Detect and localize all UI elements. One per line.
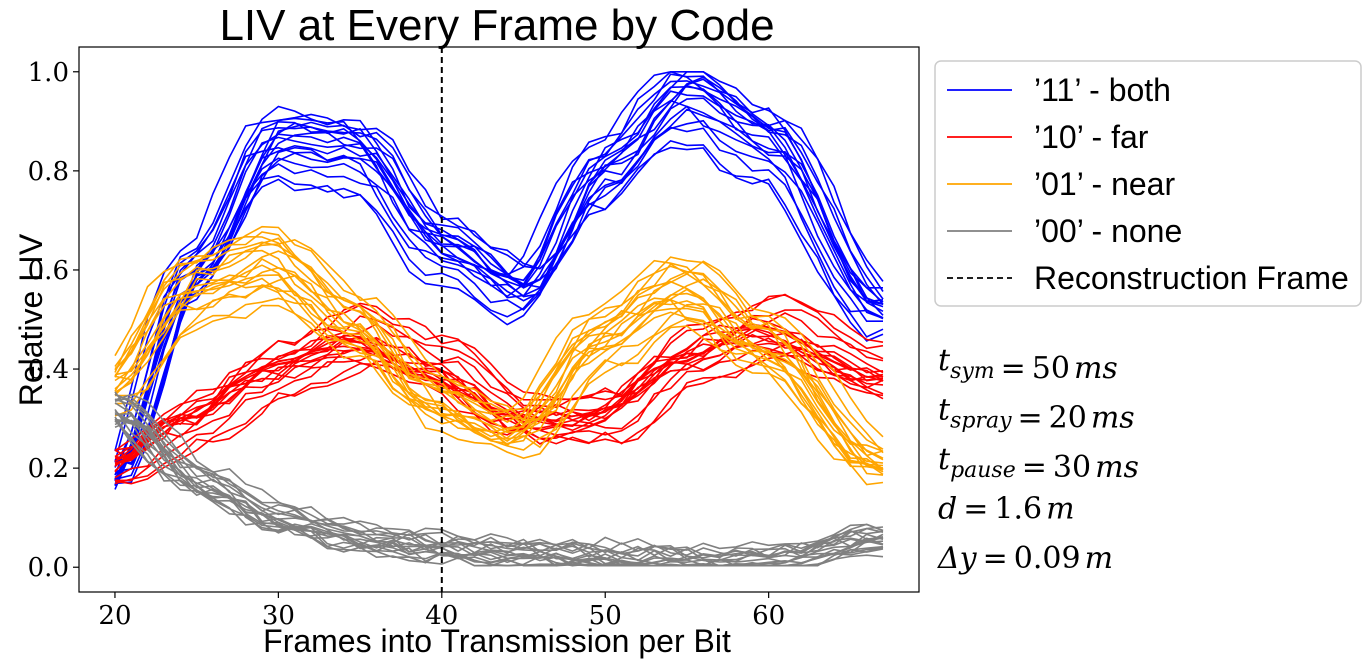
series-line-2-1 [114,304,884,486]
param-annotation-4: Δy = 0.09 m [937,541,1113,576]
series-line-1-15 [114,312,884,461]
param-annotation-1: tspray = 20 ms [938,393,1135,436]
x-tick-label-2: 40 [425,601,458,631]
y-tick-label-0: 0.0 [28,553,69,583]
series-line-2-10 [114,231,884,459]
y-axis-label: Relative LIV [13,233,49,406]
plot-frame [78,46,920,593]
series-line-0-16 [114,99,884,463]
param-annotation-2: tpause = 30 ms [938,442,1139,485]
x-tick-label-4: 60 [752,601,785,631]
parameter-annotations: tsym = 50 ms tspray = 20 ms tpause = 30 ms d = 1.6 m Δy =… [937,343,1139,576]
series-line-1-9 [114,321,884,463]
y-tick-label-1: 0.2 [28,454,69,484]
series-line-0-15 [114,80,884,476]
x-tick-label-3: 50 [589,601,622,631]
series-line-3-3 [114,398,884,551]
series-line-0-17 [114,71,884,464]
series-line-2-17 [114,281,884,467]
x-tick-label-0: 20 [98,601,131,631]
series-line-2-14 [114,225,884,450]
series-line-0-5 [114,84,884,481]
legend-label-4: Reconstruction Frame [1034,260,1349,296]
series-line-2-6 [114,237,884,461]
series-line-3-9 [114,396,884,559]
y-tick-label-3: 0.6 [28,256,69,286]
y-tick-label-4: 0.8 [28,157,69,187]
series-line-3-17 [114,393,884,559]
legend-label-1: ’10’ - far [1034,119,1149,155]
y-axis-ticks: 0.0 0.2 0.4 0.6 0.8 1.0 [28,58,79,583]
x-axis-ticks: 20 30 40 50 60 [98,592,785,631]
param-annotation-3: d = 1.6 m [938,492,1075,527]
series-line-2-13 [114,284,884,471]
series-line-0-7 [114,146,884,486]
legend-box [934,60,1362,307]
series-line-2-15 [114,274,884,476]
series-line-0-1 [114,85,884,482]
series-line-3-15 [114,414,884,567]
x-tick-label-1: 30 [262,601,295,631]
series-line-0-14 [114,90,884,490]
series-line-2-16 [114,238,884,438]
chart-title: LIV at Every Frame by Code [219,1,774,50]
legend-label-3: ’00’ - none [1034,213,1182,249]
series-line-0-13 [114,78,884,466]
legend: ’11’ - both ’10’ - far ’01’ - near ’00’ - n… [934,60,1362,307]
legend-label-2: ’01’ - near [1034,166,1175,202]
series-line-0-11 [114,71,883,468]
x-axis-label: Frames into Transmission per Bit [263,623,731,659]
series-line-3-12 [114,418,884,566]
series-line-1-0 [114,294,884,451]
plot-lines [114,70,884,567]
y-tick-label-2: 0.4 [28,355,69,385]
y-tick-label-5: 1.0 [28,58,69,88]
param-annotation-0: tsym = 50 ms [938,343,1118,386]
series-line-2-11 [114,250,884,454]
series-line-3-16 [114,402,884,567]
legend-label-0: ’11’ - both [1034,72,1171,108]
